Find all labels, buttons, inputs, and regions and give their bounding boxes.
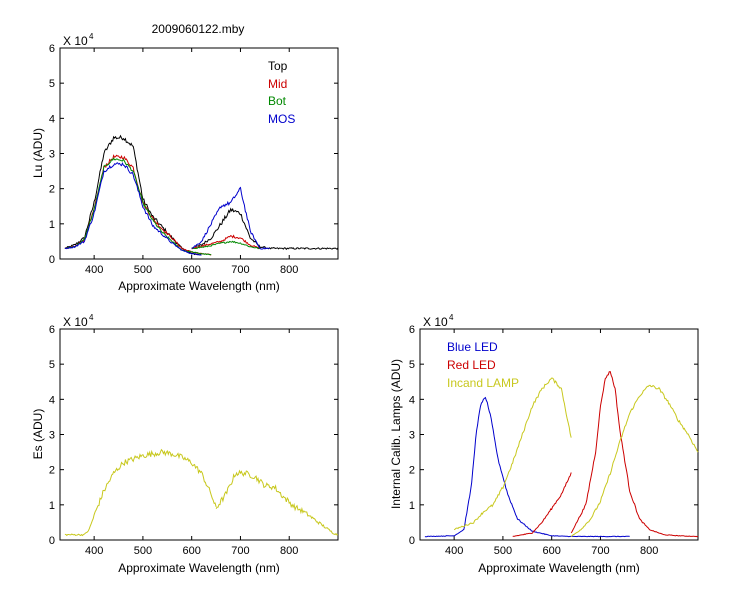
legend-entry-incand-lamp: Incand LAMP (447, 376, 519, 390)
series-line-es-0 (64, 448, 217, 537)
axis-ticks: 400 500 600 700 800 0 1 2 3 4 5 6 (49, 43, 338, 276)
y-tick-label: 0 (49, 535, 55, 547)
legend-entry-bot: Bot (268, 94, 287, 108)
y-tick-label: 5 (49, 78, 55, 90)
figure-title: 2009060122.mby (152, 22, 245, 36)
legend-entry-blue-led: Blue LED (447, 340, 498, 354)
plot-frame (59, 328, 339, 541)
y-tick-label: 6 (49, 324, 55, 336)
y-tick-label: 1 (409, 500, 415, 512)
y-multiplier: X 10 (63, 34, 88, 48)
chart-calib-lamps: 400 500 600 700 800 0 1 2 3 4 5 6 X 10 4 Approximat… (389, 313, 699, 575)
x-axis-label: Approximate Wavelength (nm) (118, 561, 280, 575)
chart-lu: 400 500 600 700 800 0 1 2 3 4 5 6 X 10 4 Approximat… (31, 32, 339, 293)
series-line-top-0 (64, 134, 202, 256)
series-line-incand-lamp-0 (453, 377, 572, 531)
y-axis-label: Internal Calib. Lamps (ADU) (389, 359, 403, 509)
y-multiplier-exp: 4 (449, 313, 454, 322)
series-line-bot-1 (191, 240, 261, 250)
x-tick-label: 600 (543, 545, 561, 557)
x-axis-label: Approximate Wavelength (nm) (118, 279, 280, 293)
y-tick-label: 6 (409, 324, 415, 336)
y-tick-label: 5 (49, 359, 55, 371)
series-line-red-led-0 (512, 472, 572, 537)
legend: Blue LED Red LED Incand LAMP (447, 340, 519, 390)
plot-frame (59, 47, 339, 260)
y-tick-label: 6 (49, 43, 55, 55)
series-lines (424, 371, 699, 538)
legend-entry-red-led: Red LED (447, 358, 496, 372)
x-tick-label: 500 (134, 264, 152, 276)
y-tick-label: 3 (49, 430, 55, 442)
x-tick-label: 700 (231, 545, 249, 557)
y-tick-label: 3 (49, 149, 55, 161)
x-tick-label: 800 (640, 545, 658, 557)
series-line-mos-1 (191, 186, 270, 250)
legend: Top Mid Bot MOS (268, 59, 295, 126)
y-tick-label: 4 (49, 113, 55, 125)
legend-entry-mid: Mid (268, 77, 287, 91)
y-multiplier-exp: 4 (89, 32, 94, 41)
y-tick-label: 1 (49, 500, 55, 512)
y-multiplier: X 10 (423, 315, 448, 329)
x-tick-label: 800 (280, 264, 298, 276)
y-axis-label: Es (ADU) (31, 409, 45, 460)
x-tick-label: 500 (494, 545, 512, 557)
x-tick-label: 700 (591, 545, 609, 557)
x-tick-label: 400 (445, 545, 463, 557)
y-tick-label: 3 (409, 430, 415, 442)
x-tick-label: 400 (85, 545, 103, 557)
axis-ticks: 400 500 600 700 800 0 1 2 3 4 5 6 (49, 324, 338, 557)
x-tick-label: 600 (183, 545, 201, 557)
y-tick-label: 2 (409, 465, 415, 477)
axis-ticks: 400 500 600 700 800 0 1 2 3 4 5 6 (409, 324, 698, 557)
legend-entry-top: Top (268, 59, 288, 73)
y-tick-label: 1 (49, 219, 55, 231)
y-multiplier-exp: 4 (89, 313, 94, 322)
x-tick-label: 700 (231, 264, 249, 276)
x-tick-label: 500 (134, 545, 152, 557)
series-line-es-1 (215, 469, 339, 536)
y-multiplier: X 10 (63, 315, 88, 329)
series-line-bot-0 (64, 157, 212, 256)
series-line-mid-1 (191, 234, 261, 250)
legend-entry-mos: MOS (268, 112, 295, 126)
series-line-mos-0 (64, 161, 202, 256)
chart-es: 400 500 600 700 800 0 1 2 3 4 5 6 X 10 4 Approximat… (31, 313, 339, 575)
y-tick-label: 2 (49, 184, 55, 196)
series-line-blue-led-0 (424, 396, 630, 538)
series-lines (64, 448, 339, 537)
y-tick-label: 5 (409, 359, 415, 371)
y-tick-label: 0 (409, 535, 415, 547)
y-tick-label: 4 (49, 394, 55, 406)
y-tick-label: 4 (409, 394, 415, 406)
series-line-mid-0 (64, 154, 212, 256)
y-tick-label: 2 (49, 465, 55, 477)
series-line-incand-lamp-1 (570, 384, 699, 537)
x-tick-label: 400 (85, 264, 103, 276)
x-tick-label: 600 (183, 264, 201, 276)
series-line-red-led-1 (570, 371, 699, 538)
x-tick-label: 800 (280, 545, 298, 557)
y-axis-label: Lu (ADU) (31, 128, 45, 178)
x-axis-label: Approximate Wavelength (nm) (478, 561, 640, 575)
series-line-top-1 (191, 207, 339, 251)
series-lines (64, 134, 339, 256)
y-tick-label: 0 (49, 254, 55, 266)
